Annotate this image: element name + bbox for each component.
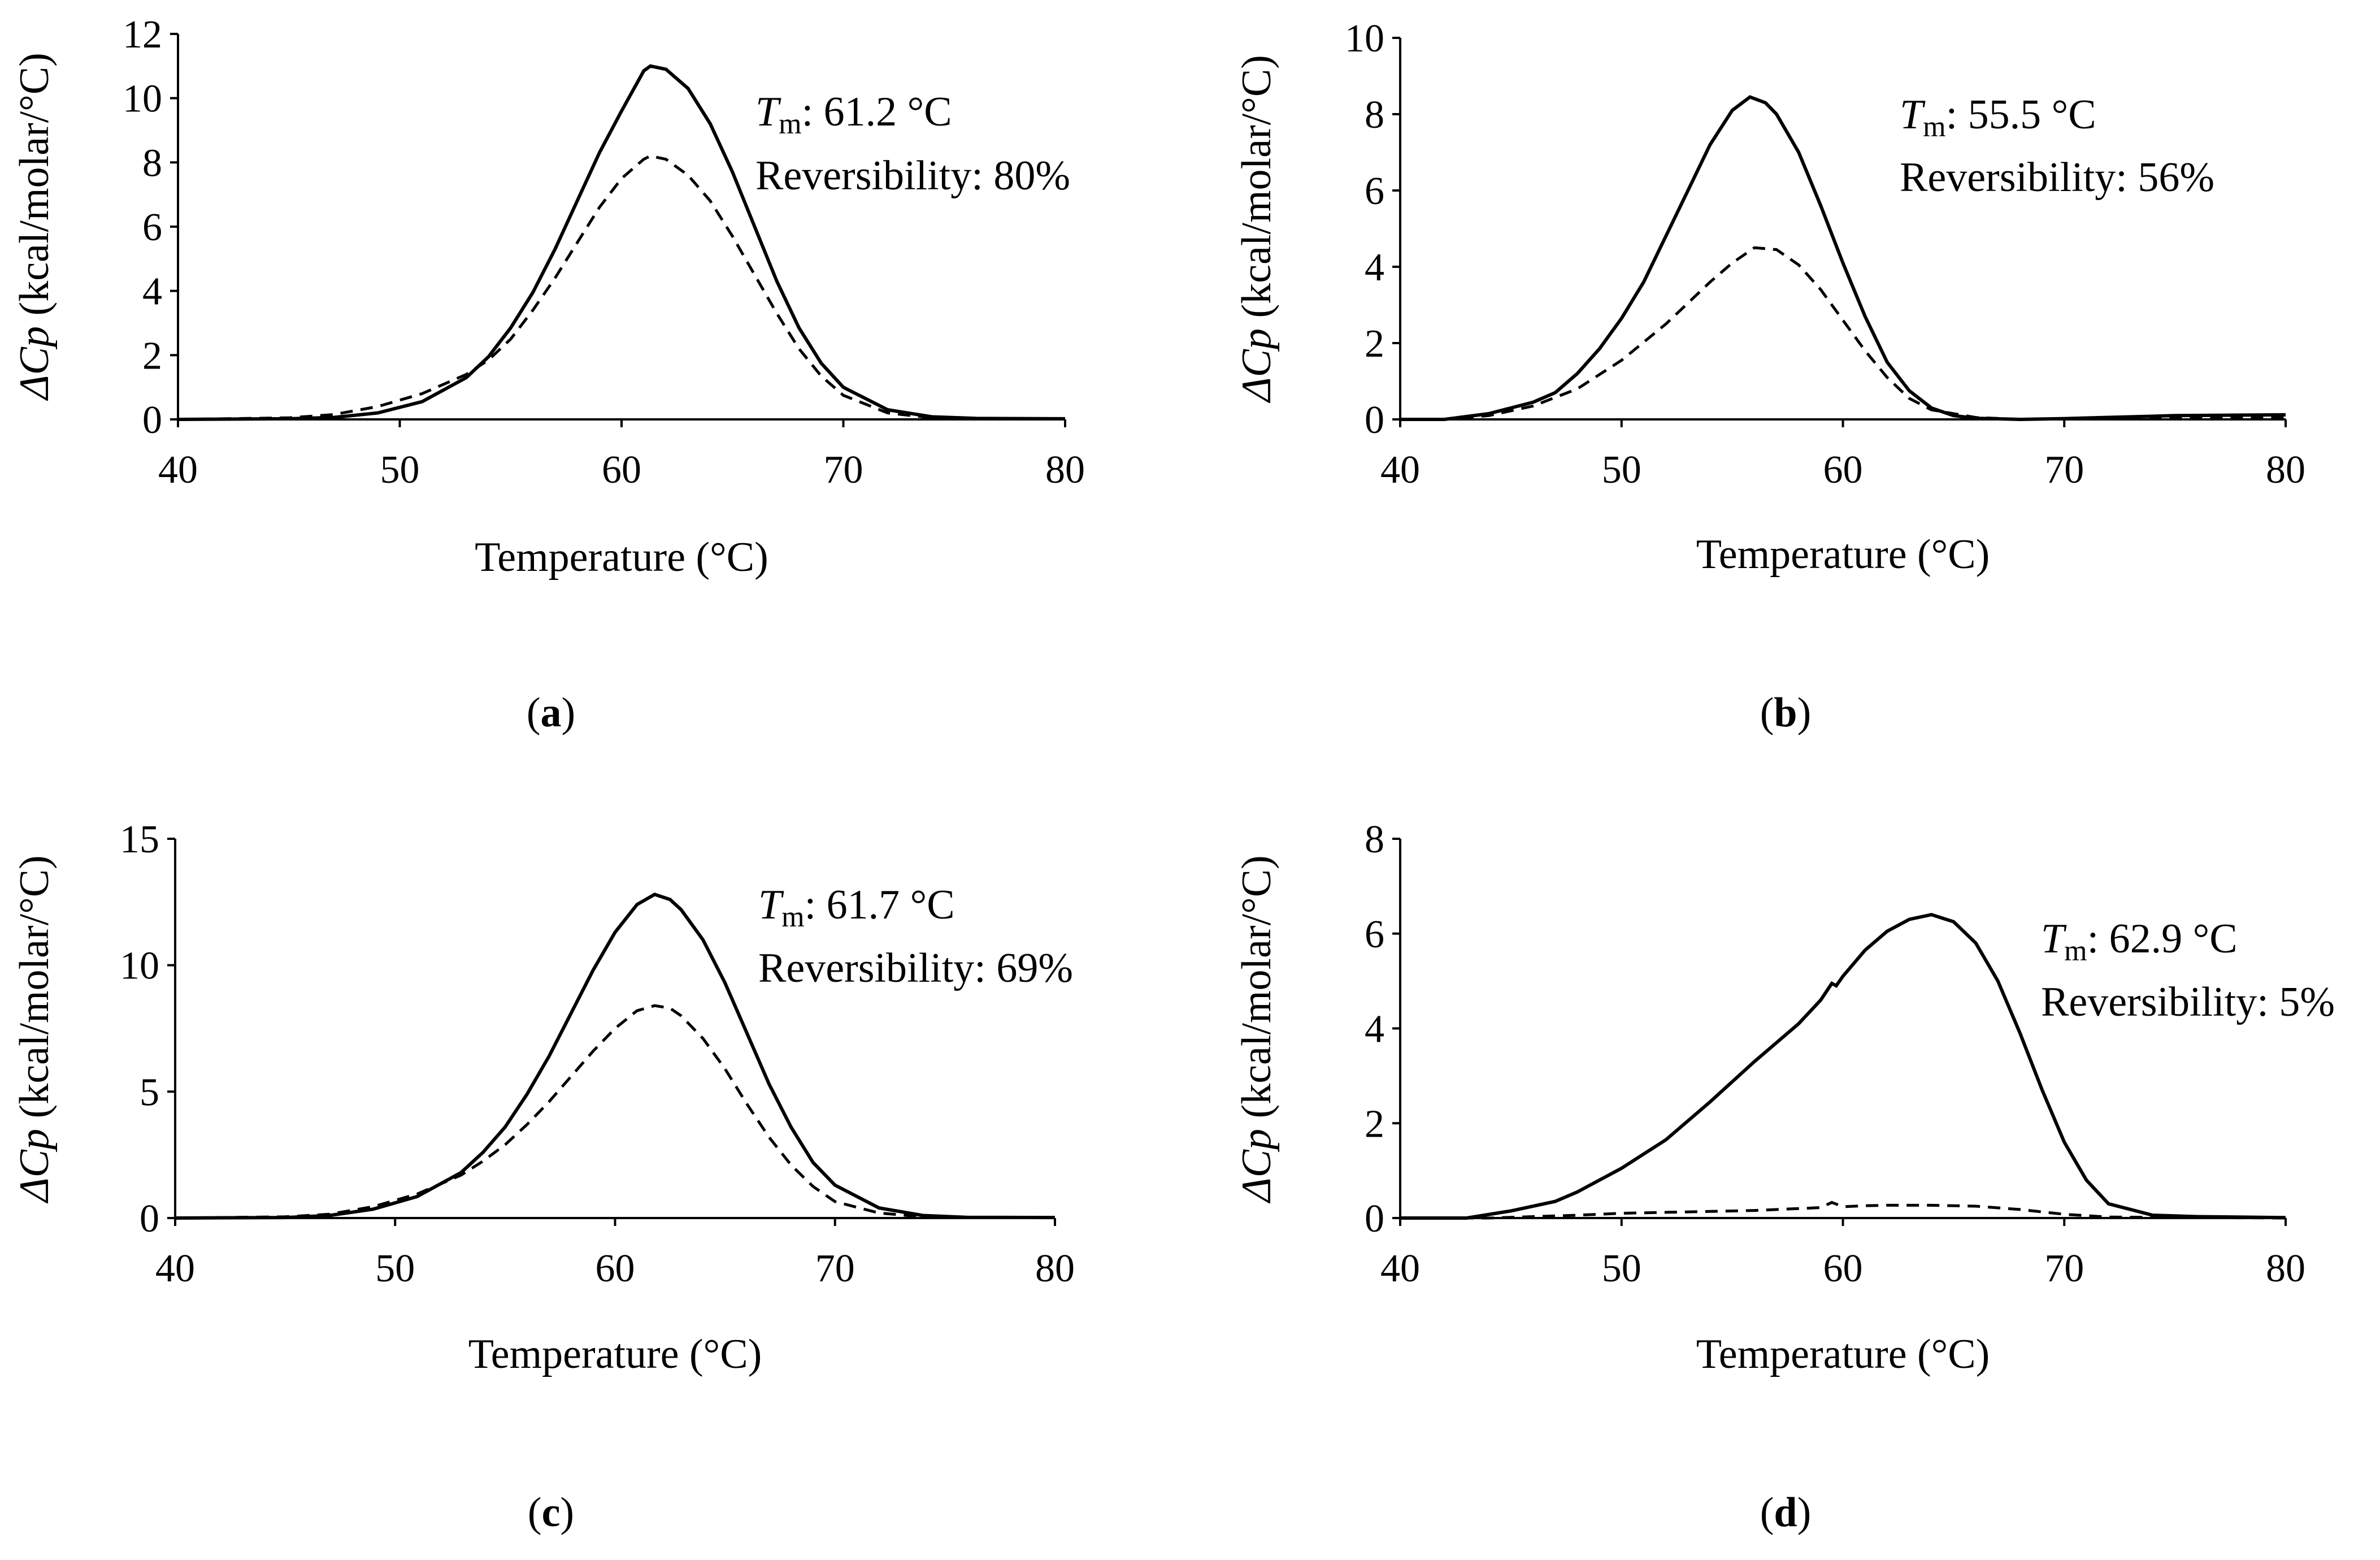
series-line-solid	[177, 64, 1066, 421]
x-tick-label: 40	[158, 448, 198, 492]
y-tick-label: 10	[120, 944, 159, 988]
y-tick-label: 4	[1365, 246, 1384, 289]
y-tick-label: 0	[1365, 1197, 1384, 1241]
x-axis-label: Temperature (°C)	[475, 534, 768, 580]
x-tick-label: 70	[815, 1247, 855, 1290]
reversibility-annotation: Reversibility: 80%	[755, 153, 1070, 199]
panel-caption: (b)	[1760, 690, 1811, 736]
x-tick-label: 80	[2266, 448, 2305, 492]
chart-panel-a: 0 2 4 6 8 10 12 40 50 60 70 80 Temperature (°C) ΔCp (…	[11, 13, 1085, 736]
x-tick-label: 70	[2044, 1247, 2084, 1290]
y-tick-label: 4	[1365, 1008, 1384, 1051]
y-tick-label: 6	[1365, 170, 1384, 213]
reversibility-annotation: Reversibility: 5%	[2041, 979, 2335, 1025]
x-tick-label: 50	[380, 448, 420, 492]
chart-panel-b: 0 2 4 6 8 10 40 50 60 70 80 Temperature (°C) ΔCp (kc…	[1234, 17, 2305, 736]
x-tick-label: 60	[602, 448, 641, 492]
x-axis-label: Temperature (°C)	[1696, 531, 1990, 578]
x-tick-label: 80	[1045, 448, 1085, 492]
y-tick-label: 2	[1365, 322, 1384, 366]
y-tick-label: 4	[142, 270, 162, 314]
x-tick-label: 40	[155, 1247, 195, 1290]
y-tick-label: 6	[142, 206, 162, 249]
series-line-dashed	[1400, 246, 2286, 421]
x-tick-label: 50	[1602, 1247, 1641, 1290]
x-tick-label: 80	[1035, 1247, 1075, 1290]
y-axis-label: ΔCp (kcal/molar/°C)	[11, 855, 58, 1204]
x-axis-label: Temperature (°C)	[1696, 1331, 1990, 1377]
tm-annotation: Tm: 61.7 °C	[758, 882, 955, 933]
y-tick-label: 0	[1365, 398, 1384, 442]
x-tick-label: 50	[1602, 448, 1641, 492]
reversibility-annotation: Reversibility: 56%	[1900, 154, 2214, 201]
y-tick-label: 0	[140, 1197, 159, 1241]
y-axis-label: ΔCp (kcal/molar/°C)	[1234, 55, 1280, 404]
x-tick-label: 60	[1823, 1247, 1863, 1290]
y-axis-label: ΔCp (kcal/molar/°C)	[11, 53, 58, 401]
y-tick-label: 12	[123, 13, 162, 57]
series-line-dashed	[1400, 1201, 2286, 1220]
chart-panel-d: 0 2 4 6 8 40 50 60 70 80 Temperature (°C) ΔCp (kcal…	[1234, 818, 2335, 1536]
x-tick-label: 40	[1380, 448, 1420, 492]
y-tick-label: 8	[1365, 93, 1384, 137]
series-line-dashed	[175, 1004, 1055, 1220]
y-tick-label: 10	[123, 77, 162, 121]
x-tick-label: 60	[596, 1247, 635, 1290]
x-tick-label: 60	[1823, 448, 1863, 492]
panel-caption: (a)	[527, 690, 575, 736]
y-tick-label: 2	[142, 334, 162, 378]
y-tick-label: 2	[1365, 1102, 1384, 1146]
y-tick-label: 0	[142, 398, 162, 442]
y-tick-label: 8	[1365, 818, 1384, 861]
x-tick-label: 70	[824, 448, 863, 492]
y-tick-label: 15	[120, 818, 159, 861]
y-axis-label: ΔCp (kcal/molar/°C)	[1234, 855, 1280, 1204]
tm-annotation: Tm: 55.5 °C	[1900, 92, 2096, 143]
x-tick-label: 50	[375, 1247, 415, 1290]
x-tick-label: 70	[2044, 448, 2084, 492]
chart-panel-c: 0 5 10 15 40 50 60 70 80 Temperature (°C) ΔCp (kca…	[11, 818, 1075, 1536]
y-tick-label: 6	[1365, 913, 1384, 956]
panel-caption: (c)	[528, 1489, 574, 1536]
y-tick-label: 10	[1345, 17, 1384, 60]
y-tick-label: 8	[142, 141, 162, 185]
y-tick-label: 5	[140, 1071, 159, 1114]
series-line-dashed	[177, 154, 1065, 421]
panel-caption: (d)	[1760, 1489, 1811, 1536]
x-tick-label: 40	[1380, 1247, 1420, 1290]
series-line-solid	[1400, 95, 2286, 422]
series-line-solid	[1400, 913, 2286, 1220]
x-axis-label: Temperature (°C)	[468, 1331, 762, 1377]
series-line-solid	[175, 892, 1056, 1220]
reversibility-annotation: Reversibility: 69%	[758, 945, 1073, 991]
x-tick-label: 80	[2266, 1247, 2305, 1290]
tm-annotation: Tm: 62.9 °C	[2041, 916, 2238, 967]
tm-annotation: Tm: 61.2 °C	[755, 89, 952, 140]
